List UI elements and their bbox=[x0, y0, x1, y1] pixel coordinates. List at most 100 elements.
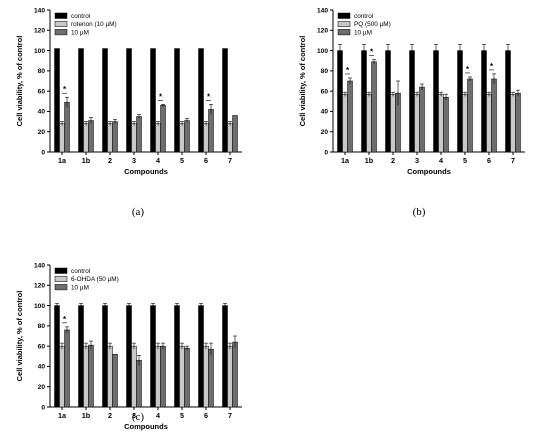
bar-treatment bbox=[342, 93, 348, 153]
legend-swatch bbox=[337, 29, 351, 36]
y-axis-title: Cell viability, % of control bbox=[298, 36, 307, 127]
bar-control bbox=[222, 48, 228, 153]
bar-control bbox=[126, 305, 132, 408]
y-tick-label: 120 bbox=[317, 28, 328, 35]
x-axis-title: Compounds bbox=[124, 167, 168, 176]
significance-marker: * bbox=[370, 48, 374, 57]
x-tick-label: 2 bbox=[391, 156, 395, 165]
bar-compound bbox=[112, 354, 118, 408]
bar-treatment bbox=[438, 93, 444, 153]
bar-treatment bbox=[107, 345, 113, 408]
bar-compound bbox=[64, 329, 70, 408]
significance-marker: * bbox=[346, 66, 350, 75]
bar-treatment bbox=[366, 93, 372, 153]
y-tick-label: 40 bbox=[321, 109, 329, 116]
x-tick-label: 6 bbox=[204, 156, 208, 165]
bar-compound bbox=[184, 120, 190, 153]
bar-compound bbox=[184, 347, 190, 408]
legend-swatch bbox=[337, 20, 351, 27]
y-tick-label: 60 bbox=[38, 343, 46, 350]
legend-swatch bbox=[337, 12, 351, 19]
bar-control bbox=[198, 305, 204, 408]
legend-swatch bbox=[54, 12, 68, 19]
bar-compound bbox=[64, 102, 70, 153]
bar-treatment bbox=[179, 345, 185, 408]
bar-compound bbox=[515, 92, 521, 153]
x-tick-label: 2 bbox=[108, 156, 112, 165]
legend-label: PQ (500 µM) bbox=[354, 21, 391, 28]
bar-treatment bbox=[227, 123, 233, 153]
x-tick-label: 3 bbox=[132, 411, 136, 420]
chart-panel-1: 0 20 40 60 80 100 120 140 Cell viability, % of c… bbox=[15, 7, 242, 218]
x-tick-label: 1a bbox=[58, 411, 67, 420]
y-tick-label: 100 bbox=[317, 48, 328, 55]
x-tick-label: 1a bbox=[58, 156, 67, 165]
y-tick-label: 0 bbox=[41, 404, 45, 411]
bar-treatment bbox=[203, 345, 209, 408]
bar-treatment bbox=[59, 123, 65, 153]
bar-control bbox=[102, 305, 108, 408]
y-tick-label: 140 bbox=[34, 7, 45, 14]
bar-compound bbox=[136, 116, 142, 153]
legend-label: rotenon (10 µM) bbox=[71, 21, 117, 28]
bar-control bbox=[505, 50, 511, 153]
bar-control bbox=[54, 48, 60, 153]
bar-treatment bbox=[155, 345, 161, 408]
y-axis-title: Cell viability, % of control bbox=[15, 36, 24, 127]
x-tick-label: 5 bbox=[180, 411, 184, 420]
bar-control bbox=[481, 50, 487, 153]
significance-marker: * bbox=[207, 92, 211, 101]
bar-compound bbox=[136, 360, 142, 408]
bar-control bbox=[457, 50, 463, 153]
bar-control bbox=[174, 48, 180, 153]
bar-treatment bbox=[131, 123, 137, 153]
x-tick-label: 1b bbox=[365, 156, 374, 165]
bar-compound bbox=[232, 115, 238, 153]
x-tick-label: 5 bbox=[463, 156, 467, 165]
x-tick-label: 4 bbox=[439, 156, 443, 165]
x-tick-label: 6 bbox=[204, 411, 208, 420]
x-tick-label: 4 bbox=[156, 411, 160, 420]
bar-compound bbox=[160, 345, 166, 408]
bar-treatment bbox=[83, 345, 89, 408]
significance-marker: * bbox=[490, 62, 494, 71]
bar-control bbox=[385, 50, 391, 153]
bar-control bbox=[174, 305, 180, 408]
bar-treatment bbox=[414, 93, 420, 153]
bar-control bbox=[102, 48, 108, 153]
y-tick-label: 40 bbox=[38, 109, 46, 116]
significance-marker: * bbox=[466, 65, 470, 74]
y-tick-label: 0 bbox=[41, 149, 45, 156]
significance-marker: * bbox=[159, 92, 163, 101]
y-tick-label: 80 bbox=[38, 68, 46, 75]
legend-swatch bbox=[54, 284, 68, 291]
bar-control bbox=[150, 305, 156, 408]
bar-control bbox=[78, 305, 84, 408]
bar-treatment bbox=[155, 123, 161, 153]
bar-treatment bbox=[462, 93, 468, 153]
y-tick-label: 20 bbox=[38, 129, 46, 136]
bar-treatment bbox=[179, 123, 185, 153]
bar-compound bbox=[160, 105, 166, 153]
x-tick-label: 7 bbox=[228, 156, 232, 165]
x-axis-title: Compounds bbox=[124, 422, 168, 431]
legend-label: control bbox=[71, 268, 90, 275]
legend-swatch bbox=[54, 29, 68, 36]
y-tick-label: 60 bbox=[38, 88, 46, 95]
bar-compound bbox=[347, 80, 353, 153]
legend-label: 10 µM bbox=[71, 284, 89, 291]
y-tick-label: 120 bbox=[34, 28, 45, 35]
bar-control bbox=[126, 48, 132, 153]
legend-label: 10 µM bbox=[354, 29, 372, 36]
bar-treatment bbox=[83, 123, 89, 153]
bar-compound bbox=[443, 96, 449, 153]
bar-compound bbox=[491, 78, 497, 153]
bar-compound bbox=[371, 61, 377, 153]
bar-control bbox=[337, 50, 343, 153]
y-tick-label: 100 bbox=[34, 48, 45, 55]
bar-compound bbox=[208, 109, 214, 153]
legend-label: control bbox=[354, 13, 373, 20]
x-tick-label: 7 bbox=[511, 156, 515, 165]
bar-treatment bbox=[486, 93, 492, 153]
bar-control bbox=[361, 50, 367, 153]
